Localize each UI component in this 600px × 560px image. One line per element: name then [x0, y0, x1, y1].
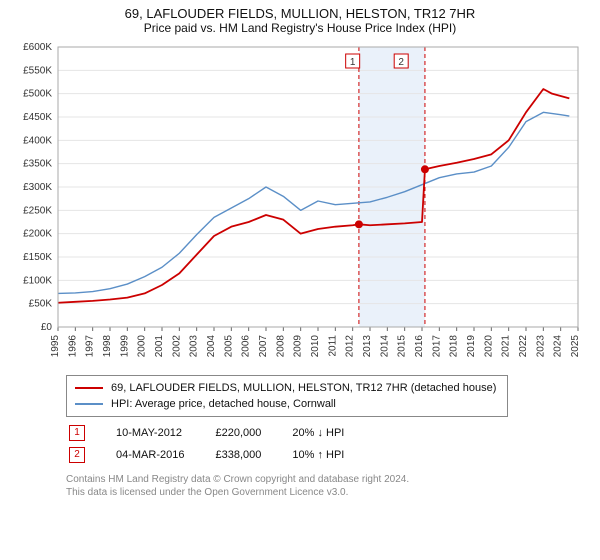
sale-marker-icon: 1: [69, 425, 85, 441]
svg-text:2017: 2017: [431, 335, 442, 358]
svg-text:2015: 2015: [397, 335, 408, 358]
page: 69, LAFLOUDER FIELDS, MULLION, HELSTON, …: [0, 0, 600, 560]
svg-text:£100K: £100K: [23, 275, 52, 286]
svg-text:£250K: £250K: [23, 205, 52, 216]
svg-text:£50K: £50K: [29, 299, 53, 310]
sales-row: 2 04-MAR-2016 £338,000 10% ↑ HPI: [68, 445, 372, 465]
svg-text:2007: 2007: [258, 335, 269, 358]
sale-price: £338,000: [214, 445, 289, 465]
svg-text:2010: 2010: [310, 335, 321, 358]
chart-svg: £0 £50K £100K £150K £200K £250K £300K £350K £400…: [10, 39, 590, 369]
chart: £0 £50K £100K £150K £200K £250K £300K £350K £400…: [10, 39, 590, 369]
svg-text:2025: 2025: [570, 335, 581, 358]
svg-text:£400K: £400K: [23, 135, 52, 146]
data-credit: Contains HM Land Registry data © Crown c…: [66, 473, 590, 499]
svg-text:2020: 2020: [483, 335, 494, 358]
svg-text:2024: 2024: [553, 335, 564, 358]
svg-text:2016: 2016: [414, 335, 425, 358]
chart-subtitle: Price paid vs. HM Land Registry's House …: [10, 21, 590, 35]
svg-text:2: 2: [398, 57, 404, 68]
sale-price: £220,000: [214, 423, 289, 443]
svg-text:£450K: £450K: [23, 112, 52, 123]
svg-text:1996: 1996: [67, 335, 78, 358]
svg-text:1: 1: [350, 57, 356, 68]
svg-text:2022: 2022: [518, 335, 529, 358]
sale-date: 10-MAY-2012: [115, 423, 212, 443]
svg-text:£0: £0: [41, 322, 53, 333]
sale-date: 04-MAR-2016: [115, 445, 212, 465]
sale-delta: 20% ↓ HPI: [291, 423, 372, 443]
svg-text:£550K: £550K: [23, 65, 52, 76]
svg-text:£300K: £300K: [23, 182, 52, 193]
legend-swatch: [75, 387, 103, 389]
svg-text:2002: 2002: [171, 335, 182, 358]
svg-text:£200K: £200K: [23, 229, 52, 240]
credit-line: Contains HM Land Registry data © Crown c…: [66, 473, 590, 486]
svg-text:2011: 2011: [327, 335, 338, 357]
svg-text:2000: 2000: [137, 335, 148, 358]
svg-text:£600K: £600K: [23, 42, 52, 53]
chart-title: 69, LAFLOUDER FIELDS, MULLION, HELSTON, …: [10, 6, 590, 21]
legend-swatch: [75, 403, 103, 405]
svg-text:2008: 2008: [275, 335, 286, 358]
svg-text:2013: 2013: [362, 335, 373, 358]
svg-text:2019: 2019: [466, 335, 477, 358]
legend-label: HPI: Average price, detached house, Corn…: [111, 398, 336, 410]
svg-text:2018: 2018: [449, 335, 460, 358]
legend-label: 69, LAFLOUDER FIELDS, MULLION, HELSTON, …: [111, 382, 496, 394]
svg-text:2014: 2014: [379, 335, 390, 358]
svg-text:2004: 2004: [206, 335, 217, 358]
svg-text:£500K: £500K: [23, 89, 52, 100]
legend-row: 69, LAFLOUDER FIELDS, MULLION, HELSTON, …: [75, 380, 499, 396]
svg-text:2012: 2012: [345, 335, 356, 358]
svg-text:2006: 2006: [241, 335, 252, 358]
sale-delta: 10% ↑ HPI: [291, 445, 372, 465]
sale-marker-icon: 2: [69, 447, 85, 463]
svg-text:2005: 2005: [223, 335, 234, 358]
svg-text:2023: 2023: [535, 335, 546, 358]
svg-text:£150K: £150K: [23, 252, 52, 263]
svg-text:1997: 1997: [85, 335, 96, 358]
legend-row: HPI: Average price, detached house, Corn…: [75, 396, 499, 412]
sales-table: 1 10-MAY-2012 £220,000 20% ↓ HPI 2 04-MA…: [66, 421, 374, 467]
svg-text:2001: 2001: [154, 335, 165, 358]
svg-text:2003: 2003: [189, 335, 200, 358]
svg-text:1998: 1998: [102, 335, 113, 358]
svg-text:2009: 2009: [293, 335, 304, 358]
sales-row: 1 10-MAY-2012 £220,000 20% ↓ HPI: [68, 423, 372, 443]
svg-text:1999: 1999: [119, 335, 130, 358]
svg-text:2021: 2021: [501, 335, 512, 358]
svg-text:1995: 1995: [50, 335, 61, 358]
legend: 69, LAFLOUDER FIELDS, MULLION, HELSTON, …: [66, 375, 508, 417]
svg-text:£350K: £350K: [23, 159, 52, 170]
credit-line: This data is licensed under the Open Gov…: [66, 486, 590, 499]
